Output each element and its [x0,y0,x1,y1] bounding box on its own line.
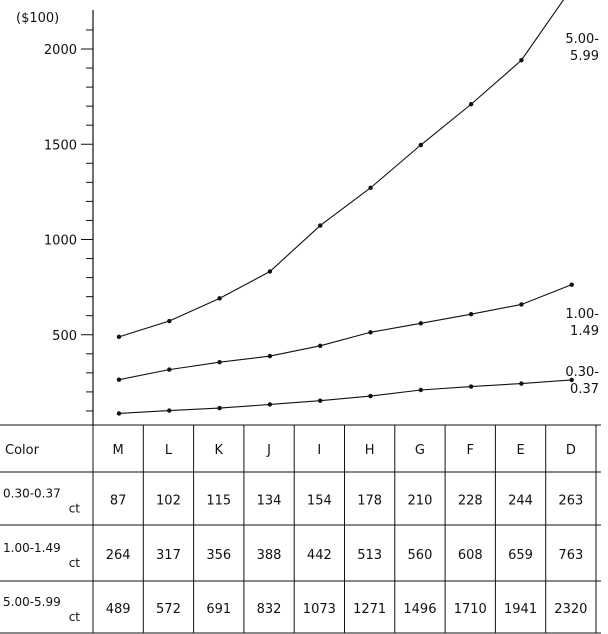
series-line [118,0,565,338]
data-label: 763 [558,548,583,563]
data-point [116,411,122,416]
data-label: 608 [458,548,483,563]
data-point [368,330,373,335]
data-point [519,302,524,307]
data-point [519,381,524,386]
data-label: 102 [156,494,181,509]
data-label: 87 [110,494,127,509]
data-point [468,384,474,389]
data-point [267,402,273,407]
data-label: 489 [106,602,131,617]
data-label: 263 [558,494,583,509]
data-point [468,102,474,107]
row-header-label: Color [5,443,40,458]
row-label: 1.00-1.49 [3,541,61,555]
data-point [368,393,373,399]
data-point [569,377,574,383]
data-label: 832 [257,602,282,617]
data-point [318,398,323,403]
y-tick-label: 500 [52,329,77,344]
data-label: 560 [408,548,433,563]
data-point [217,359,222,365]
data-table: Color M L K J I H G F E D 0.30-0.37 ct 87 102 115 134 154… [0,424,601,634]
data-point [418,142,423,148]
series-line [118,284,572,381]
x-tick-label: J [266,443,271,458]
series-label: 0.37 [570,382,599,397]
data-point [418,387,423,393]
data-point [468,311,474,317]
series-lines [116,0,574,416]
x-tick-label: K [214,443,223,458]
series-label: 1.49 [570,324,599,339]
data-label: 154 [307,494,332,509]
y-unit-label: ($100) [16,11,59,26]
series-line [118,379,572,414]
x-tick-label: D [566,443,576,458]
data-label: 115 [206,494,231,509]
data-label: 178 [357,494,382,509]
x-tick-label: G [415,443,425,458]
data-label: 356 [206,548,231,563]
data-label: 513 [357,548,382,563]
data-label: 388 [257,548,282,563]
data-point [519,58,524,63]
data-point [318,343,323,348]
series-labels: 0.30- 0.37 1.00- 1.49 5.00- 5.99 [565,32,599,397]
x-tick-label: L [165,443,173,458]
row-label: 0.30-0.37 [3,487,61,501]
y-tick-label: 2000 [44,43,77,58]
data-label: 264 [106,548,131,563]
data-point [267,269,273,274]
row-label-unit: ct [69,556,81,570]
series-label: 5.99 [570,49,599,64]
data-label: 210 [408,494,433,509]
y-axis: 500 1000 1500 2000 [44,10,94,425]
series-label: 0.30- [565,365,599,380]
series-label: 5.00- [565,32,599,47]
data-point [418,321,423,326]
data-label: 1496 [403,602,436,617]
row-label-unit: ct [69,502,81,516]
data-point [368,185,373,191]
data-label: 134 [257,494,282,509]
data-point [318,223,323,228]
data-label: 659 [508,548,533,563]
data-point [167,408,172,413]
x-tick-label: M [113,443,124,458]
row-label: 5.00-5.99 [3,595,61,609]
data-label: 572 [156,602,181,617]
x-tick-label: I [317,443,321,458]
data-point [116,377,122,382]
data-point [569,282,574,287]
data-label: 1073 [303,602,336,617]
data-label: 2320 [554,602,587,617]
data-label: 317 [156,548,181,563]
x-tick-label: E [516,443,524,458]
y-tick-label: 1000 [44,234,77,249]
series-label: 1.00- [565,307,599,322]
data-point [217,296,222,301]
data-label: 691 [206,602,231,617]
data-point [217,405,222,411]
data-label: 1271 [353,602,386,617]
data-point [167,367,172,372]
y-tick-label: 1500 [44,138,77,153]
data-label: 244 [508,494,533,509]
data-label: 442 [307,548,332,563]
data-point [167,318,172,324]
data-label: 1710 [454,602,487,617]
data-label: 1941 [504,602,537,617]
row-label-unit: ct [69,610,81,624]
data-label: 228 [458,494,483,509]
x-tick-label: F [467,443,474,458]
data-point [267,353,273,359]
x-tick-label: H [365,443,375,458]
data-point [116,334,122,340]
